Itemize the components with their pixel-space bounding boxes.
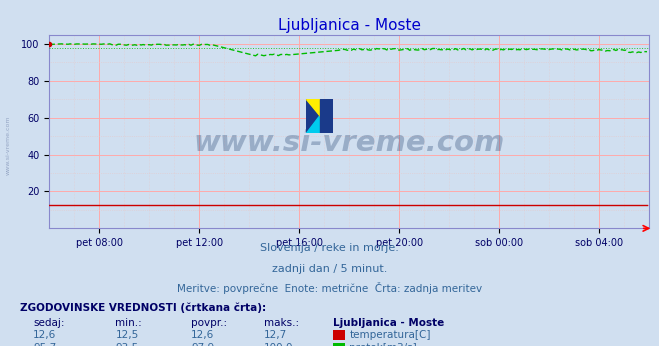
Text: zadnji dan / 5 minut.: zadnji dan / 5 minut. — [272, 264, 387, 274]
Text: pretok[m3/s]: pretok[m3/s] — [349, 343, 417, 346]
Text: Ljubljanica - Moste: Ljubljanica - Moste — [333, 318, 444, 328]
Text: 95,7: 95,7 — [33, 343, 56, 346]
Text: povpr.:: povpr.: — [191, 318, 227, 328]
Polygon shape — [306, 116, 320, 133]
Text: maks.:: maks.: — [264, 318, 299, 328]
Text: www.si-vreme.com: www.si-vreme.com — [194, 129, 505, 157]
Text: 93,5: 93,5 — [115, 343, 138, 346]
Text: 100,0: 100,0 — [264, 343, 293, 346]
Polygon shape — [306, 99, 320, 133]
Text: sedaj:: sedaj: — [33, 318, 65, 328]
Text: Slovenija / reke in morje.: Slovenija / reke in morje. — [260, 243, 399, 253]
Text: 12,6: 12,6 — [191, 330, 214, 340]
Text: www.si-vreme.com: www.si-vreme.com — [5, 116, 11, 175]
Text: 97,9: 97,9 — [191, 343, 214, 346]
Text: Meritve: povprečne  Enote: metrične  Črta: zadnja meritev: Meritve: povprečne Enote: metrične Črta:… — [177, 282, 482, 294]
Text: 12,6: 12,6 — [33, 330, 56, 340]
Text: temperatura[C]: temperatura[C] — [349, 330, 431, 340]
Polygon shape — [306, 99, 320, 116]
Polygon shape — [320, 99, 333, 133]
Text: 12,7: 12,7 — [264, 330, 287, 340]
Text: 12,5: 12,5 — [115, 330, 138, 340]
Text: ZGODOVINSKE VREDNOSTI (črtkana črta):: ZGODOVINSKE VREDNOSTI (črtkana črta): — [20, 303, 266, 313]
Text: min.:: min.: — [115, 318, 142, 328]
Title: Ljubljanica - Moste: Ljubljanica - Moste — [278, 18, 420, 34]
